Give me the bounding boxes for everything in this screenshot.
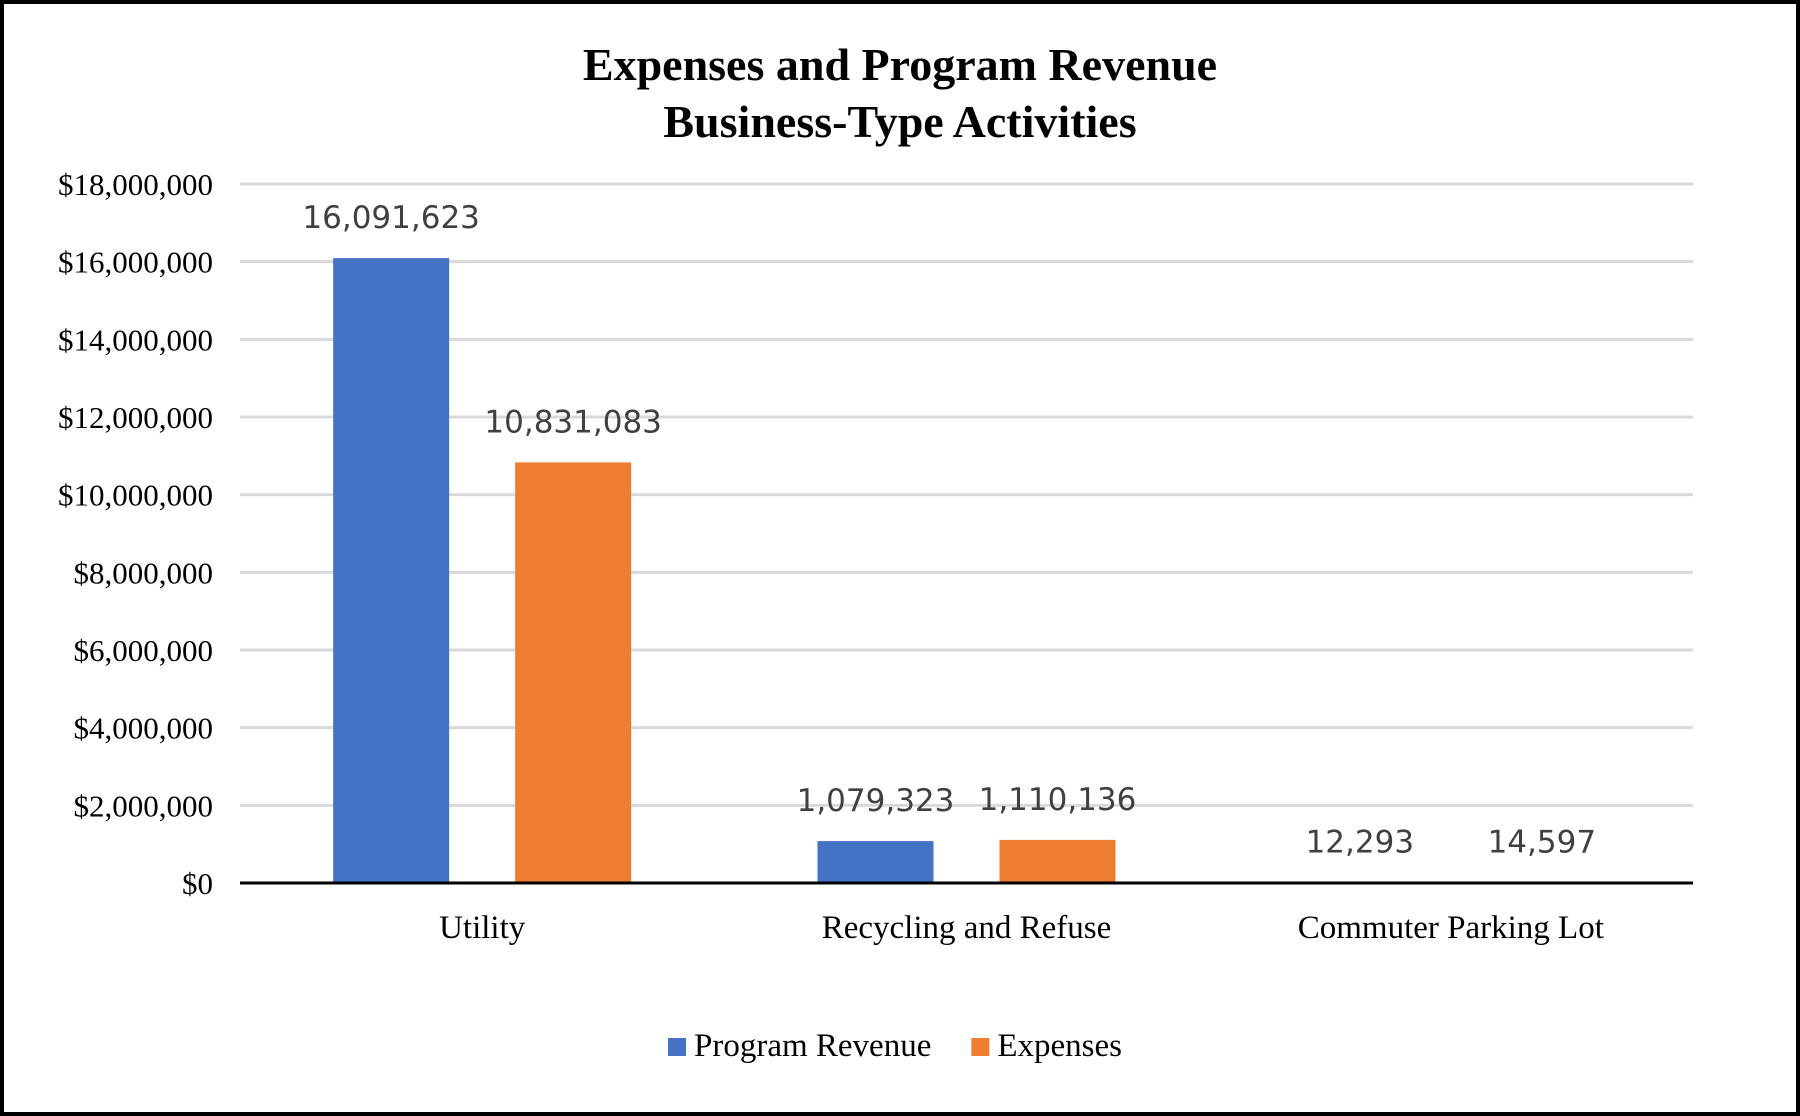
x-tick-label: Utility [439, 910, 526, 946]
legend-label: Program Revenue [694, 1028, 931, 1064]
bar-expenses [999, 839, 1116, 883]
x-tick-label: Commuter Parking Lot [1298, 910, 1604, 946]
x-axis: Utility Recycling and Refuse Commuter Park… [240, 881, 1693, 946]
y-tick-label: $14,000,000 [58, 322, 213, 357]
x-tick-label: Recycling and Refuse [822, 910, 1112, 946]
legend: Program Revenue Expenses [668, 1028, 1122, 1064]
y-tick-label: $2,000,000 [74, 788, 214, 823]
data-label: 12,293 [1306, 825, 1414, 861]
y-tick-label: $0 [182, 866, 213, 901]
bar-expenses [515, 462, 632, 883]
y-tick-label: $4,000,000 [74, 711, 214, 746]
data-label: 14,597 [1488, 824, 1596, 860]
y-tick-label: $16,000,000 [58, 245, 213, 280]
legend-swatch [971, 1038, 990, 1056]
bar-program-revenue [333, 258, 450, 883]
legend-swatch [668, 1038, 686, 1056]
data-label: 16,091,623 [302, 200, 480, 236]
bar-program-revenue [817, 841, 934, 883]
y-tick-label: $18,000,000 [58, 167, 213, 202]
y-tick-label: $6,000,000 [74, 633, 214, 668]
legend-label: Expenses [997, 1028, 1122, 1064]
y-axis-tick-labels: $0 $2,000,000 $4,000,000 $6,000,000 $8,000,0… [58, 167, 213, 901]
chart-title-line-1: Expenses and Program Revenue [582, 39, 1218, 90]
data-labels: 16,091,623 10,831,083 1,079,323 1,110,136 12… [302, 200, 1596, 860]
gridlines [240, 182, 1693, 807]
data-label: 10,831,083 [484, 404, 662, 440]
chart-title-line-2: Business-Type Activities [663, 96, 1137, 147]
y-tick-label: $10,000,000 [58, 478, 213, 513]
bars [333, 258, 1600, 883]
data-label: 1,110,136 [979, 782, 1137, 818]
y-tick-label: $12,000,000 [58, 400, 213, 435]
data-label: 1,079,323 [797, 783, 955, 819]
y-tick-label: $8,000,000 [74, 555, 214, 590]
